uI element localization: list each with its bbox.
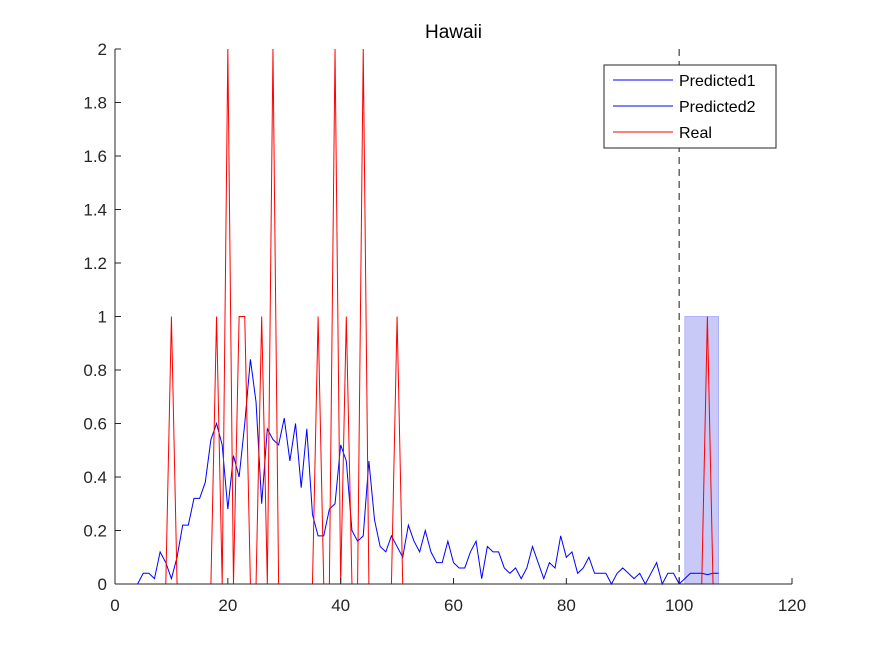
x-tick-label: 120 — [778, 596, 806, 615]
y-tick-label: 1.8 — [83, 94, 107, 113]
axes-layer: 0 20 40 60 80 100 120 0 0.2 0.4 0.6 0.8 1 1.2 1.4 1.6 1.… — [83, 40, 806, 615]
series-line-predicted2 — [678, 572, 719, 585]
legend-label-predicted1: Predicted1 — [679, 73, 756, 90]
x-tick-label: 40 — [331, 596, 350, 615]
x-tick-label: 100 — [665, 596, 693, 615]
x-tick-label: 60 — [444, 596, 463, 615]
chart-title: Hawaii — [425, 22, 482, 43]
y-tick-label: 1.6 — [83, 147, 107, 166]
y-tick-label: 0.6 — [83, 415, 107, 434]
legend: Predicted1 Predicted2 Real — [603, 64, 777, 149]
y-tick-label: 0.2 — [83, 522, 107, 541]
y-tick-label: 1 — [98, 308, 107, 327]
y-tick-label: 0.8 — [83, 361, 107, 380]
shaded-region — [684, 316, 719, 585]
shaded-region-layer — [684, 316, 719, 585]
legend-label-real: Real — [679, 125, 712, 142]
y-tick-label: 1.4 — [83, 201, 107, 220]
series-line-predicted1 — [137, 359, 680, 586]
x-tick-label: 0 — [110, 596, 119, 615]
legend-label-predicted2: Predicted2 — [679, 99, 756, 116]
y-tick-label: 1.2 — [83, 254, 107, 273]
y-tick-label: 2 — [98, 40, 107, 59]
x-tick-label: 80 — [557, 596, 576, 615]
x-tick-label: 20 — [218, 596, 237, 615]
y-tick-label: 0 — [98, 575, 107, 594]
y-tick-label: 0.4 — [83, 468, 107, 487]
